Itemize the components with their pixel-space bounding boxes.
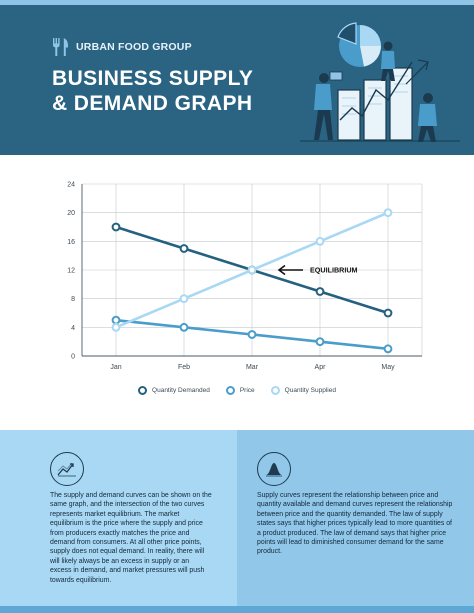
legend-label-quantity-demanded: Quantity Demanded bbox=[152, 386, 210, 394]
annotation: EQUILIBRIUM bbox=[277, 264, 358, 276]
page-title: BUSINESS SUPPLY & DEMAND GRAPH bbox=[52, 66, 253, 116]
y-tick-label-16: 16 bbox=[67, 239, 75, 246]
axes: 0 4 8 12 16 20 24 Jan Feb Mar Apr May bbox=[67, 182, 422, 371]
x-tick-label-feb: Feb bbox=[178, 364, 190, 371]
legend-item-quantity-demanded: Quantity Demanded bbox=[138, 385, 210, 395]
series bbox=[111, 208, 393, 354]
info-panel-right: Supply curves represent the relationship… bbox=[237, 430, 474, 610]
trend-chart-icon bbox=[50, 452, 84, 486]
point-quantity-supplied-mar bbox=[247, 265, 257, 275]
y-tick-label-12: 12 bbox=[67, 268, 75, 275]
point-price-mar bbox=[247, 330, 257, 339]
point-quantity-demanded-may bbox=[383, 308, 393, 318]
info-text-right: Supply curves represent the relationship… bbox=[257, 492, 453, 556]
y-tick-label-24: 24 bbox=[67, 182, 75, 189]
y-tick-label-8: 8 bbox=[71, 296, 75, 303]
point-quantity-demanded-feb bbox=[179, 244, 189, 253]
legend-item-quantity-supplied: Quantity Supplied bbox=[270, 385, 336, 395]
bell-curve-icon bbox=[257, 452, 291, 486]
equilibrium-label: EQUILIBRIUM bbox=[310, 266, 358, 275]
x-tick-label-jan: Jan bbox=[110, 364, 121, 371]
point-quantity-demanded-jan bbox=[111, 222, 121, 232]
point-quantity-supplied-feb bbox=[179, 294, 189, 304]
point-quantity-supplied-apr bbox=[315, 236, 325, 246]
y-tick-label-0: 0 bbox=[71, 354, 75, 361]
y-tick-label-4: 4 bbox=[71, 325, 75, 332]
point-quantity-demanded-apr bbox=[315, 287, 325, 296]
brand: URBAN FOOD GROUP bbox=[52, 37, 192, 57]
x-tick-label-apr: Apr bbox=[315, 364, 327, 371]
legend-label-quantity-supplied: Quantity Supplied bbox=[284, 386, 336, 394]
business-people-chart-illustration bbox=[300, 22, 460, 142]
equilibrium-arrow-head bbox=[277, 264, 286, 276]
chart-container: 0 4 8 12 16 20 24 Jan Feb Mar Apr May EQUILIBRIUM bbox=[0, 155, 474, 400]
info-panel-left: The supply and demand curves can be show… bbox=[0, 430, 237, 610]
fork-knife-icon bbox=[53, 38, 68, 56]
point-quantity-supplied-may bbox=[383, 208, 393, 218]
header-banner: URBAN FOOD GROUP BUSINESS SUPPLY & DEMAN… bbox=[0, 0, 474, 155]
legend-marker-quantity-supplied bbox=[270, 385, 280, 395]
brand-name: URBAN FOOD GROUP bbox=[76, 41, 192, 53]
title-line-1: BUSINESS SUPPLY bbox=[52, 67, 254, 90]
point-price-jan bbox=[111, 315, 121, 325]
bottom-accent-strip bbox=[0, 606, 474, 613]
point-quantity-supplied-jan bbox=[111, 322, 121, 332]
top-accent-strip bbox=[0, 0, 474, 5]
point-price-feb bbox=[179, 322, 189, 332]
legend-label-price: Price bbox=[239, 386, 255, 394]
legend-item-price: Price bbox=[225, 385, 255, 395]
chart-legend: Quantity Demanded Price Quantity Supplie… bbox=[0, 382, 474, 398]
title-line-2: & DEMAND GRAPH bbox=[52, 92, 253, 115]
x-tick-label-may: May bbox=[381, 364, 395, 371]
supply-demand-chart: 0 4 8 12 16 20 24 Jan Feb Mar Apr May EQUILIBRIUM bbox=[67, 182, 423, 371]
x-tick-label-mar: Mar bbox=[246, 364, 259, 371]
info-text-left: The supply and demand curves can be show… bbox=[50, 492, 212, 584]
point-price-may bbox=[383, 344, 393, 354]
legend-marker-quantity-demanded bbox=[138, 385, 148, 395]
point-price-apr bbox=[315, 337, 325, 347]
legend-marker-price bbox=[225, 385, 235, 395]
y-tick-label-20: 20 bbox=[67, 210, 75, 217]
